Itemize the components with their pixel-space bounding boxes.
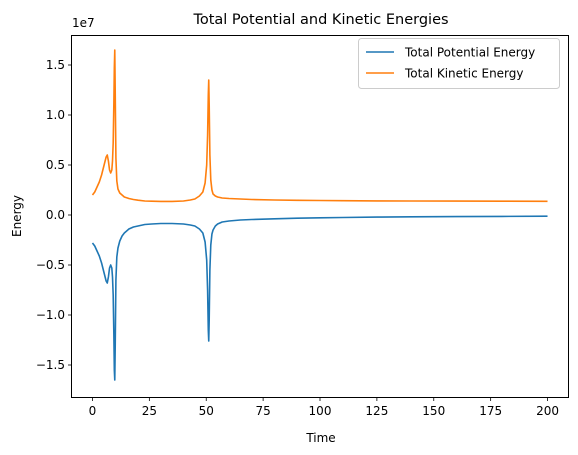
x-tick-label: 200 (536, 404, 559, 418)
y-tick-label: 1.5 (46, 58, 65, 72)
x-tick-label: 100 (309, 404, 332, 418)
x-tick-label: 50 (199, 404, 214, 418)
y-tick-label: −1.0 (36, 308, 65, 322)
x-tick-label: 150 (422, 404, 445, 418)
x-tick-label: 125 (365, 404, 388, 418)
y-tick-label: −0.5 (36, 258, 65, 272)
kinetic-energy-line (91, 49, 548, 203)
legend-potential-label: Total Potential Energy (404, 46, 535, 60)
x-axis-label: Time (305, 431, 335, 445)
x-tick-label: 75 (255, 404, 270, 418)
legend-box (358, 38, 560, 89)
chart-title: Total Potential and Kinetic Energies (192, 12, 448, 28)
y-tick-label: 0.5 (46, 158, 65, 172)
potential-energy-line (91, 215, 548, 381)
y-tick-label: 0.0 (46, 208, 65, 222)
plot-frame (71, 35, 569, 398)
y-axis-ticks: −1.5 −1.0 −0.5 0.0 0.5 1.0 1.5 (36, 58, 72, 372)
x-axis-ticks: 0 25 50 75 100 125 150 175 200 (89, 397, 559, 418)
y-axis-label: Energy (10, 195, 24, 237)
x-tick-label: 25 (142, 404, 157, 418)
x-tick-label: 175 (479, 404, 502, 418)
plot-lines (91, 49, 548, 381)
legend-kinetic-label: Total Kinetic Energy (404, 67, 524, 81)
y-tick-label: −1.5 (36, 358, 65, 372)
y-axis-offset-label: 1e7 (72, 16, 95, 30)
y-tick-label: 1.0 (46, 108, 65, 122)
x-tick-label: 0 (89, 404, 97, 418)
legend: Total Potential Energy Total Kinetic Ene… (358, 38, 560, 89)
